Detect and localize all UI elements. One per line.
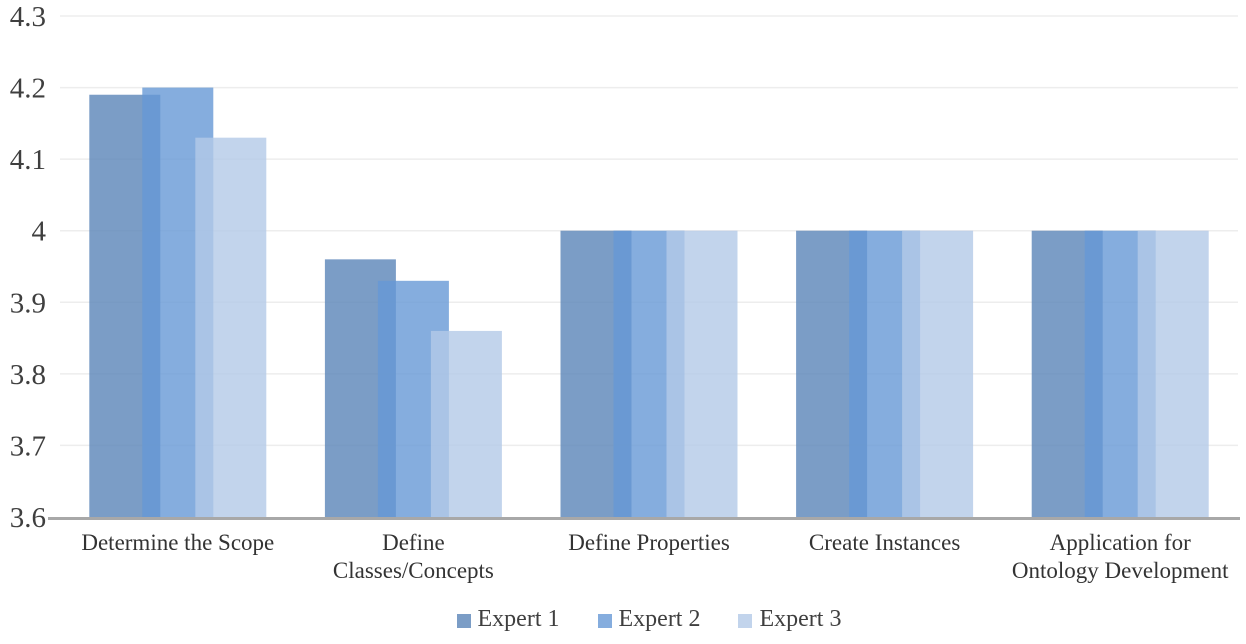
x-category-label: Define Properties	[568, 530, 730, 555]
x-category-label: Define Classes/Concepts	[333, 530, 494, 583]
legend-label: Expert 1	[477, 606, 560, 632]
y-tick-label: 3.6	[10, 502, 46, 534]
bar-expert-3-cat2	[430, 330, 502, 517]
legend-item-expert-2: Expert 2	[597, 606, 701, 633]
y-tick-label: 4.3	[10, 1, 46, 33]
legend-swatch-icon	[597, 613, 612, 628]
x-axis-labels: Determine the Scope Define Classes/Concept…	[81, 530, 1229, 583]
y-tick-label: 4	[32, 216, 47, 248]
bar-expert-3-cat1	[195, 137, 267, 517]
x-category-label: Determine the Scope	[81, 530, 274, 555]
x-category-label: Create Instances	[809, 530, 960, 555]
legend-label: Expert 2	[618, 606, 701, 632]
y-tick-label: 3.9	[10, 287, 46, 319]
y-tick-label: 4.1	[10, 144, 46, 176]
legend-swatch-icon	[738, 613, 753, 628]
y-tick-label: 3.8	[10, 359, 46, 391]
chart-legend: Expert 1 Expert 2 Expert 3	[60, 606, 1238, 633]
bars-layer	[89, 87, 1209, 518]
y-tick-label: 4.2	[10, 73, 46, 105]
legend-swatch-icon	[456, 613, 471, 628]
x-category-label: Application for Ontology Development	[1012, 530, 1229, 583]
legend-label: Expert 3	[759, 606, 842, 632]
legend-item-expert-3: Expert 3	[738, 606, 841, 633]
bar-expert-3-cat3	[666, 230, 738, 517]
bar-expert-3-cat4	[902, 230, 974, 517]
bar-expert-3-cat5	[1137, 230, 1209, 517]
y-tick-label: 3.7	[10, 430, 46, 462]
legend-item-expert-1: Expert 1	[456, 606, 560, 633]
y-axis-labels: 3.6 3.7 3.8 3.9 4 4.1 4.2 4.3	[10, 1, 47, 534]
